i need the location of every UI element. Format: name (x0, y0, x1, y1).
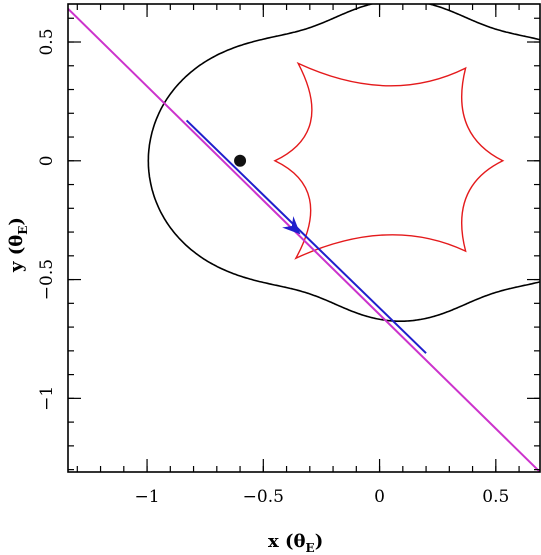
caustic-curve (273, 61, 505, 260)
plot-area (68, 4, 540, 472)
y-tick-label: −0.5 (37, 259, 57, 300)
plot-frame (67, 3, 541, 473)
critical-curve (147, 4, 540, 322)
trajectory-highlight-line (185, 119, 427, 354)
lens-dot (234, 154, 247, 167)
direction-arrow (282, 216, 301, 235)
x-tick-label: 0 (374, 487, 385, 507)
tick-labels: −1 −0.5 0 0.5 0.5 0 −0.5 −1 (37, 28, 509, 507)
x-tick-label: −0.5 (243, 487, 284, 507)
x-tick-label: −1 (135, 487, 160, 507)
trajectory-line (68, 8, 540, 472)
y-axis-label-subscript: E (16, 226, 30, 235)
y-tick-label: −1 (37, 386, 57, 411)
x-axis-label: x (θE) (268, 531, 323, 555)
x-tick-label: 0.5 (482, 487, 509, 507)
y-axis-label: y (θE) (6, 217, 30, 273)
x-axis-label-subscript: E (306, 541, 315, 555)
y-tick-label: 0 (37, 155, 57, 166)
axis-ticks (68, 4, 540, 472)
y-tick-label: 0.5 (37, 28, 57, 55)
